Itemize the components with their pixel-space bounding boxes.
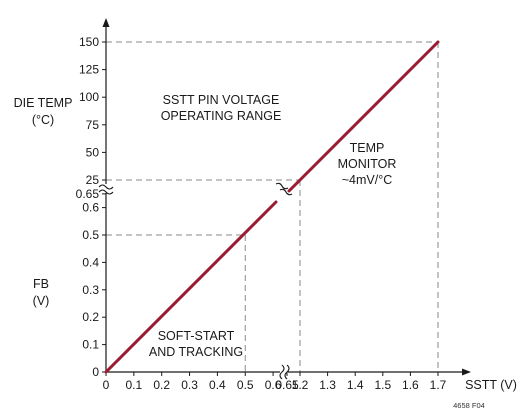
tick-labels: 0 0.1 0.2 0.3 0.4 0.5 0.60.651.2 1.3 1.4 1.5 1.6 1.… bbox=[76, 35, 447, 392]
x-tick-label-2: 0.2 bbox=[153, 378, 170, 392]
y-upper-tick-label-2: 75 bbox=[86, 118, 100, 132]
y-axis-break-mark-bottom bbox=[98, 189, 114, 195]
x-tick-label-11: 1.5 bbox=[374, 378, 391, 392]
y-lower-tick-label-2: 0.2 bbox=[82, 310, 99, 324]
x-tick-label-10: 1.4 bbox=[347, 378, 364, 392]
y-upper-tick-label-1: 50 bbox=[86, 145, 100, 159]
x-axis-break-mark-left bbox=[279, 364, 285, 380]
x-tick-label-5: 0.5 bbox=[237, 378, 254, 392]
annotation-softstart-line2: AND TRACKING bbox=[149, 345, 243, 359]
curve-segment-upper bbox=[287, 40, 440, 193]
y-axis-lower-title-line2: (V) bbox=[33, 294, 50, 308]
figure-id: 4658 F04 bbox=[453, 401, 485, 410]
reference-lines bbox=[106, 41, 439, 372]
x-tick-label-6: 0.6 bbox=[265, 378, 282, 392]
annotation-sstt-range-line1: SSTT PIN VOLTAGE bbox=[163, 93, 280, 107]
x-axis-arrow bbox=[462, 368, 471, 376]
axes bbox=[98, 18, 471, 380]
y-upper-tick-label-4: 125 bbox=[79, 63, 99, 77]
y-upper-tick-label-5: 150 bbox=[79, 35, 99, 49]
curve-break-mark-right bbox=[279, 188, 293, 196]
y-lower-tick-label-5: 0.5 bbox=[82, 228, 99, 242]
y-lower-tick-label-3: 0.3 bbox=[82, 283, 99, 297]
x-tick-label-4: 0.4 bbox=[209, 378, 226, 392]
annotation-temp-line2: MONITOR bbox=[338, 157, 397, 171]
x-tick-label-13: 1.7 bbox=[430, 378, 447, 392]
x-tick-label-7: 0.65 bbox=[275, 378, 299, 392]
annotation-softstart-line1: SOFT-START bbox=[158, 329, 235, 343]
y-axis-upper-title-line1: DIE TEMP bbox=[14, 96, 73, 110]
x-tick-label-12: 1.6 bbox=[402, 378, 419, 392]
annotation-temp-line3: ~4mV/°C bbox=[342, 173, 393, 187]
x-axis-title: SSTT (V) bbox=[465, 378, 517, 392]
annotation-temp-line1: TEMP bbox=[350, 141, 385, 155]
y-lower-tick-label-6: 0.6 bbox=[82, 201, 99, 215]
annotation-sstt-range-line2: OPERATING RANGE bbox=[161, 109, 282, 123]
curve-segment-lower bbox=[104, 200, 278, 374]
x-tick-label-0: 0 bbox=[103, 378, 110, 392]
x-axis-break-gap bbox=[280, 364, 288, 380]
y-axis-upper-title-line2: (°C) bbox=[32, 113, 54, 127]
x-tick-label-8: 1.2 bbox=[292, 378, 309, 392]
curve-layer bbox=[104, 40, 440, 374]
x-tick-label-9: 1.3 bbox=[319, 378, 336, 392]
y-lower-tick-label-7: 0.65 bbox=[76, 187, 100, 201]
y-lower-tick-label-4: 0.4 bbox=[82, 255, 99, 269]
y-axis-break-gap bbox=[98, 184, 114, 193]
y-axis-lower-title-line1: FB bbox=[33, 277, 49, 291]
y-upper-tick-label-0: 25 bbox=[86, 173, 100, 187]
y-lower-tick-label-0: 0 bbox=[92, 365, 99, 379]
y-lower-tick-label-1: 0.1 bbox=[82, 338, 99, 352]
x-tick-label-3: 0.3 bbox=[181, 378, 198, 392]
y-axis-arrow bbox=[102, 18, 110, 27]
curve-break-mark-left bbox=[275, 182, 289, 190]
y-axis-break-mark-top bbox=[98, 184, 114, 190]
y-upper-tick-label-3: 100 bbox=[79, 90, 99, 104]
x-tick-label-1: 0.1 bbox=[126, 378, 143, 392]
